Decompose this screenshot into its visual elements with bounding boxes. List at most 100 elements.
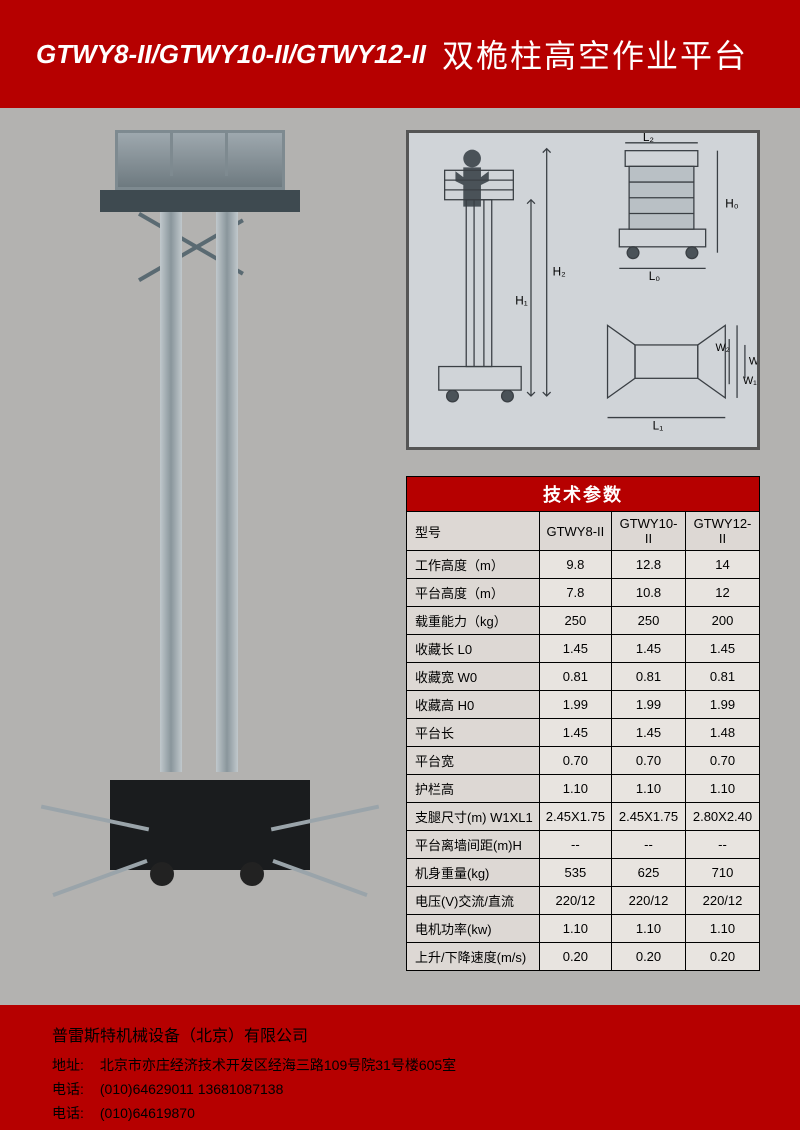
spec-cell: 1.10	[686, 915, 760, 943]
spec-row-label: 平台高度（m）	[407, 579, 540, 607]
table-row: 支腿尺寸(m) W1XL12.45X1.752.45X1.752.80X2.40	[407, 803, 760, 831]
phone-row-1: 电话: (010)64629011 13681087138	[52, 1078, 748, 1102]
diagram-label: L₀	[649, 270, 661, 283]
spec-row-label: 上升/下降速度(m/s)	[407, 943, 540, 971]
spec-row-label: 收藏长 L0	[407, 635, 540, 663]
spec-col-header: GTWY10-II	[612, 512, 686, 551]
outrigger	[52, 859, 147, 897]
address-text: 北京市亦庄经济技术开发区经海三路109号院31号楼605室	[100, 1057, 456, 1073]
spec-cell: 1.99	[612, 691, 686, 719]
spec-row-label: 载重能力（kg）	[407, 607, 540, 635]
spec-row-label: 平台长	[407, 719, 540, 747]
phone-label: 电话:	[52, 1078, 96, 1102]
diagram-label: W₀	[749, 356, 757, 368]
address-label: 地址:	[52, 1054, 96, 1078]
platform-rails	[115, 130, 285, 176]
spec-row-label: 护栏高	[407, 775, 540, 803]
spec-col-header: GTWY8-II	[539, 512, 611, 551]
spec-row-label: 电机功率(kw)	[407, 915, 540, 943]
spec-cell: 0.70	[539, 747, 611, 775]
spec-table-header-row: 型号 GTWY8-II GTWY10-II GTWY12-II	[407, 512, 760, 551]
spec-row-label: 电压(V)交流/直流	[407, 887, 540, 915]
spec-row-label: 支腿尺寸(m) W1XL1	[407, 803, 540, 831]
spec-cell: 0.70	[612, 747, 686, 775]
spec-cell: 2.80X2.40	[686, 803, 760, 831]
dimension-diagram: H₂ H₁ L₂ L₀ H₀	[406, 130, 760, 450]
spec-row-label: 收藏宽 W0	[407, 663, 540, 691]
spec-cell: 0.81	[612, 663, 686, 691]
spec-cell: 710	[686, 859, 760, 887]
diagram-label: H₁	[515, 295, 527, 308]
table-row: 上升/下降速度(m/s)0.200.200.20	[407, 943, 760, 971]
outrigger	[272, 859, 367, 897]
spec-table-title: 技术参数	[407, 477, 760, 512]
spec-cell: 1.45	[686, 635, 760, 663]
footer-bar: 普雷斯特机械设备（北京）有限公司 地址: 北京市亦庄经济技术开发区经海三路109…	[0, 1005, 800, 1130]
phone-text: (010)64619870	[100, 1105, 195, 1121]
table-row: 平台长1.451.451.48	[407, 719, 760, 747]
header-title: 双桅柱高空作业平台	[442, 31, 748, 77]
spec-cell: 535	[539, 859, 611, 887]
spec-cell: 220/12	[539, 887, 611, 915]
spec-cell: 12.8	[612, 551, 686, 579]
caster-wheel	[150, 862, 174, 886]
spec-cell: 1.10	[539, 915, 611, 943]
spec-cell: 12	[686, 579, 760, 607]
table-row: 护栏高1.101.101.10	[407, 775, 760, 803]
spec-cell: 0.81	[539, 663, 611, 691]
table-row: 收藏宽 W00.810.810.81	[407, 663, 760, 691]
phone-label: 电话:	[52, 1102, 96, 1126]
table-row: 载重能力（kg）250250200	[407, 607, 760, 635]
spec-cell: 7.8	[539, 579, 611, 607]
spec-cell: 250	[539, 607, 611, 635]
caster-wheel	[240, 862, 264, 886]
header-bar: GTWY8-II/GTWY10-II/GTWY12-II 双桅柱高空作业平台	[0, 0, 800, 108]
spec-cell: --	[686, 831, 760, 859]
spec-table: 技术参数 型号 GTWY8-II GTWY10-II GTWY12-II 工作高…	[406, 476, 760, 971]
lift-illustration	[40, 130, 370, 930]
spec-cell: 0.81	[686, 663, 760, 691]
diagram-label: W₁	[743, 375, 757, 387]
spec-cell: 14	[686, 551, 760, 579]
spec-cell: 220/12	[686, 887, 760, 915]
table-row: 电压(V)交流/直流220/12220/12220/12	[407, 887, 760, 915]
mast-right	[216, 212, 238, 772]
table-row: 平台宽0.700.700.70	[407, 747, 760, 775]
diagram-label: L₁	[653, 419, 664, 432]
spec-cell: 1.10	[686, 775, 760, 803]
spec-cell: --	[612, 831, 686, 859]
spec-row-label: 工作高度（m）	[407, 551, 540, 579]
address-row: 地址: 北京市亦庄经济技术开发区经海三路109号院31号楼605室	[52, 1054, 748, 1078]
spec-cell: 0.20	[539, 943, 611, 971]
product-photo	[40, 130, 370, 930]
diagram-label: H₂	[553, 265, 566, 278]
spec-cell: 2.45X1.75	[612, 803, 686, 831]
spec-cell: 9.8	[539, 551, 611, 579]
spec-cell: 220/12	[612, 887, 686, 915]
spec-cell: 1.45	[539, 719, 611, 747]
phone-text: (010)64629011 13681087138	[100, 1081, 283, 1097]
cross-brace	[140, 212, 260, 282]
diagram-label: H₀	[725, 198, 738, 211]
spec-cell: 10.8	[612, 579, 686, 607]
spec-cell: 250	[612, 607, 686, 635]
spec-cell: 1.99	[539, 691, 611, 719]
table-row: 工作高度（m）9.812.814	[407, 551, 760, 579]
table-row: 收藏长 L01.451.451.45	[407, 635, 760, 663]
spec-cell: 1.45	[612, 719, 686, 747]
table-row: 收藏高 H01.991.991.99	[407, 691, 760, 719]
spec-cell: 1.10	[612, 915, 686, 943]
header-models: GTWY8-II/GTWY10-II/GTWY12-II	[36, 39, 426, 70]
platform-deck	[100, 190, 300, 212]
spec-cell: 625	[612, 859, 686, 887]
spec-cell: --	[539, 831, 611, 859]
spec-cell: 2.45X1.75	[539, 803, 611, 831]
diagram-label: L₂	[643, 133, 654, 144]
spec-cell: 1.10	[612, 775, 686, 803]
table-row: 机身重量(kg)535625710	[407, 859, 760, 887]
phone-row-2: 电话: (010)64619870	[52, 1102, 748, 1126]
table-row: 平台离墙间距(m)H------	[407, 831, 760, 859]
spec-header-label: 型号	[407, 512, 540, 551]
spec-cell: 0.70	[686, 747, 760, 775]
spec-row-label: 平台离墙间距(m)H	[407, 831, 540, 859]
